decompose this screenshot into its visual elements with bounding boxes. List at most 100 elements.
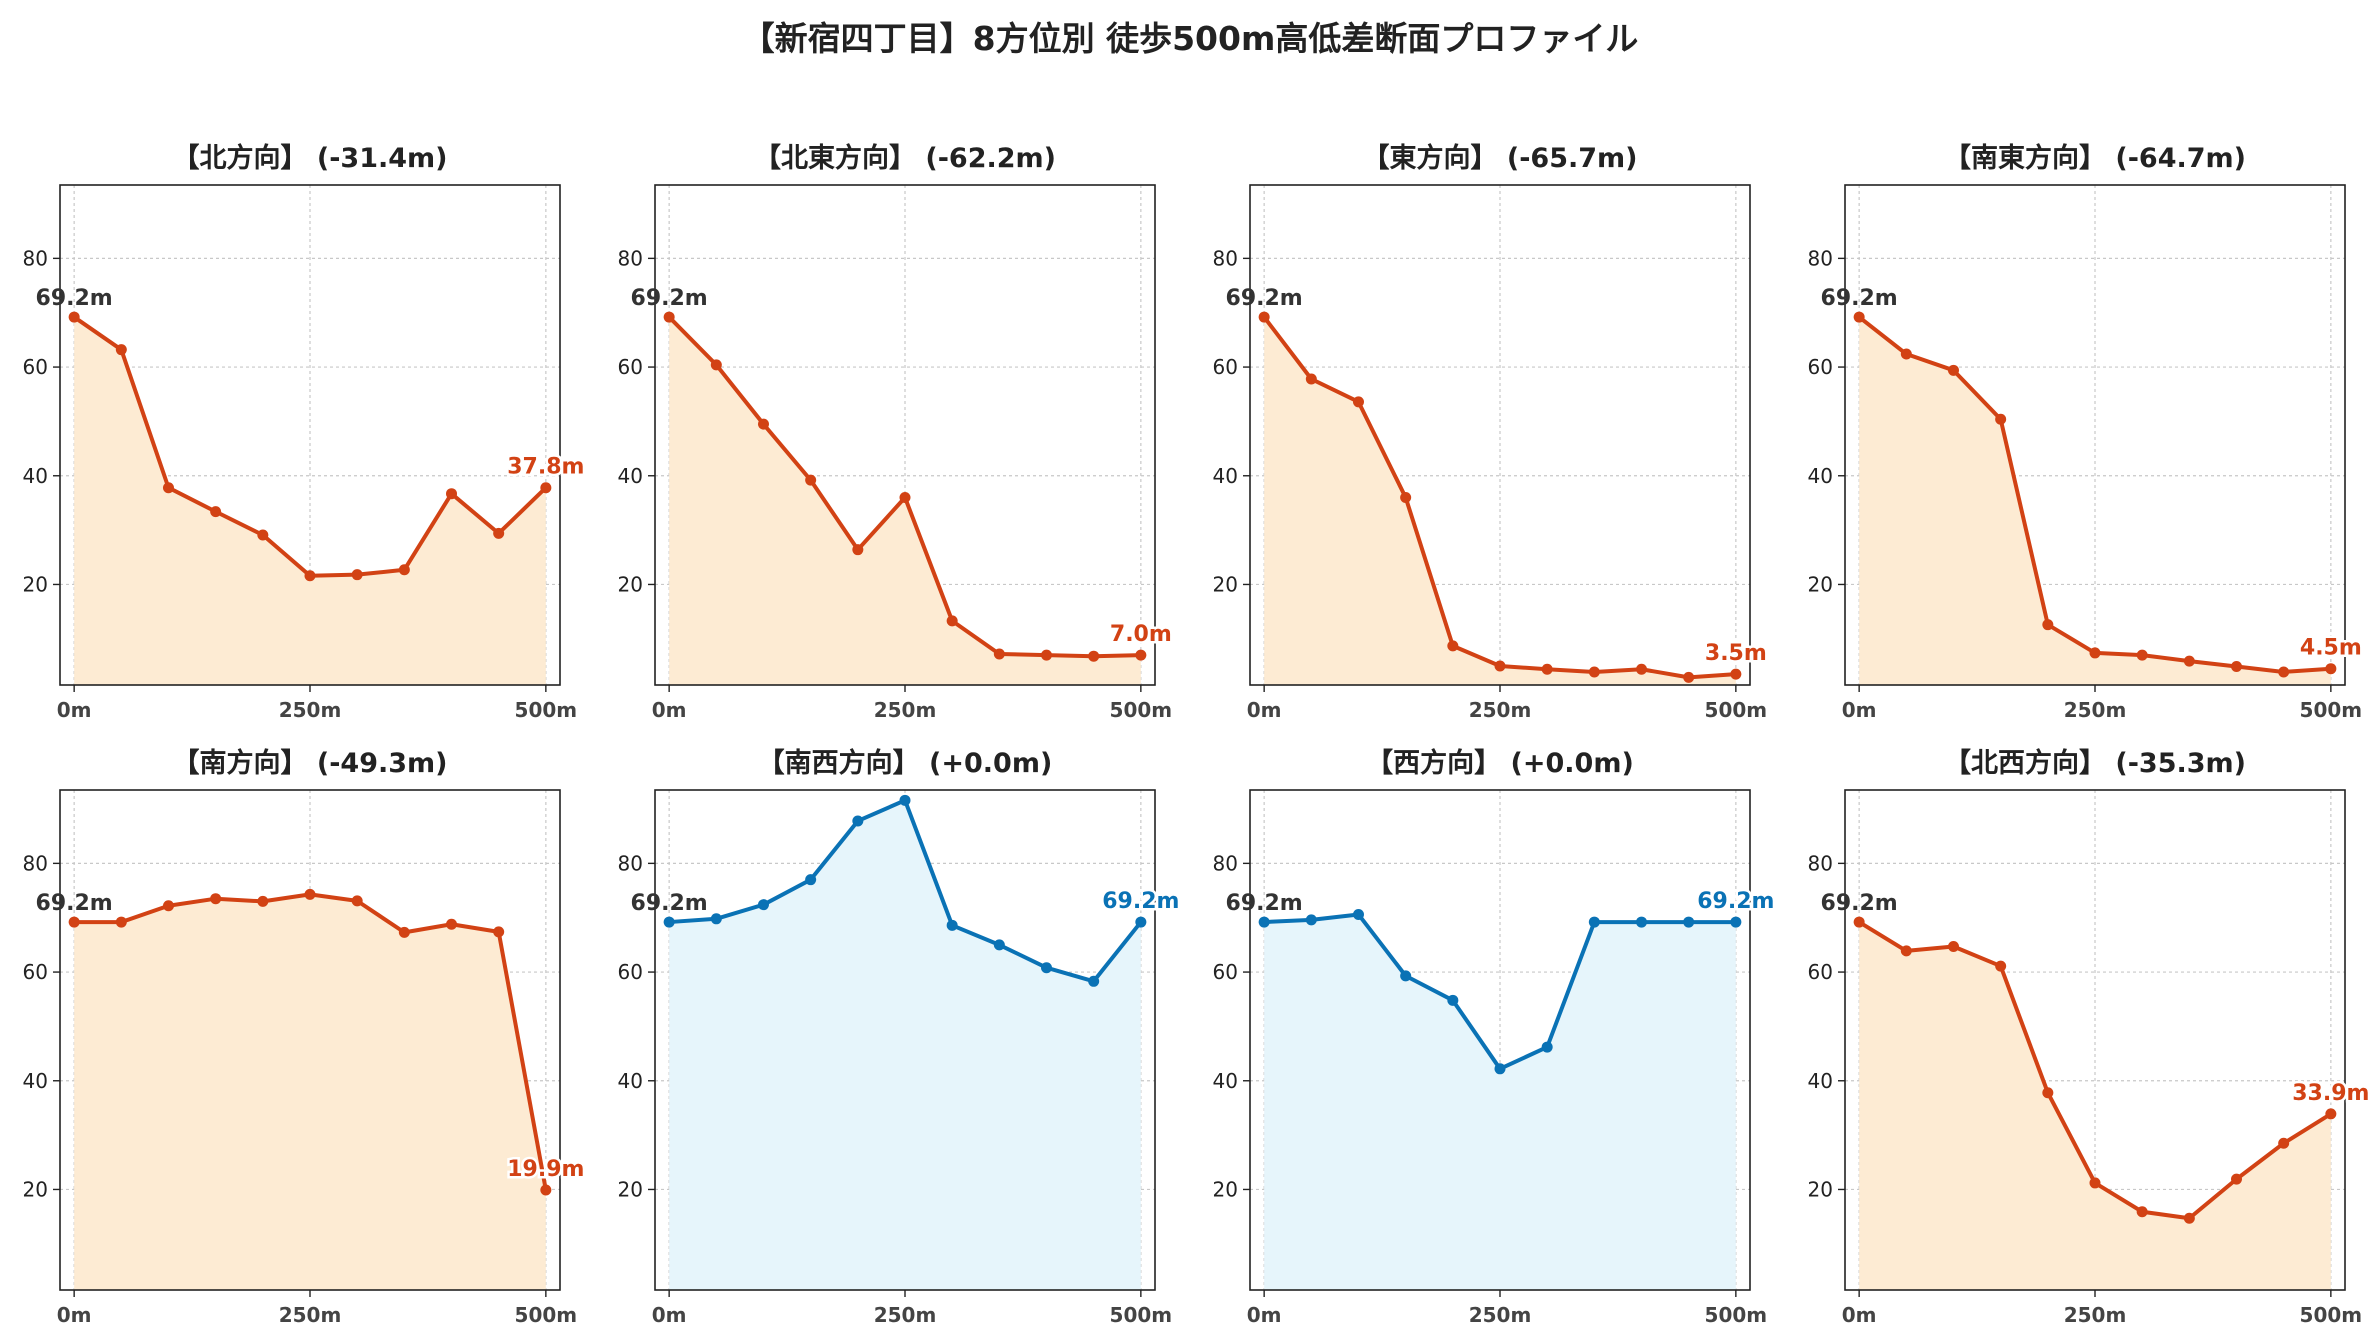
data-point	[1305, 373, 1317, 385]
y-tick-label: 60	[23, 355, 48, 379]
subplot-title: 【南西方向】 (+0.0m)	[758, 747, 1053, 779]
y-tick-label: 60	[1213, 960, 1238, 984]
elevation-area	[1264, 914, 1736, 1290]
x-tick-label: 0m	[1842, 698, 1877, 722]
y-tick-label: 80	[618, 246, 643, 270]
x-tick-label: 250m	[874, 698, 937, 722]
data-point	[757, 418, 769, 430]
data-point	[1088, 975, 1100, 987]
end-elevation-label: 19.9m	[507, 1157, 584, 1182]
data-point	[2231, 1173, 2243, 1185]
end-elevation-label: 69.2m	[1697, 889, 1774, 914]
y-tick-label: 80	[618, 851, 643, 875]
data-point	[993, 648, 1005, 660]
y-tick-label: 60	[618, 960, 643, 984]
figure-title: 【新宿四丁目】8方位別 徒歩500m高低差断面プロファイル	[741, 19, 1639, 58]
x-tick-label: 250m	[279, 1303, 342, 1327]
data-point	[162, 482, 174, 494]
y-tick-label: 40	[23, 464, 48, 488]
subplot-7: 【西方向】 (+0.0m) 20 40 60 80 0m 250m 500m 69.2m 69.2…	[1213, 747, 1777, 1327]
y-tick-label: 20	[1808, 572, 1833, 596]
y-tick-label: 60	[23, 960, 48, 984]
start-elevation-label: 69.2m	[1226, 286, 1303, 311]
subplot-2: 【北東方向】 (-62.2m) 20 40 60 80 0m 250m 500m 69.2m 7.…	[618, 142, 1175, 722]
data-point	[993, 939, 1005, 951]
data-point	[446, 918, 458, 930]
y-tick-label: 60	[1213, 355, 1238, 379]
elevation-area	[1859, 922, 2331, 1290]
data-point	[257, 895, 269, 907]
data-point	[257, 529, 269, 541]
data-point	[1258, 311, 1270, 323]
data-point	[1041, 649, 1053, 661]
data-point	[304, 570, 316, 582]
data-point	[2325, 663, 2337, 675]
y-tick-label: 20	[1213, 1177, 1238, 1201]
data-point	[1494, 1063, 1506, 1075]
data-point	[540, 482, 552, 494]
data-point	[115, 344, 127, 356]
subplot-title: 【北方向】 (-31.4m)	[172, 142, 447, 174]
start-elevation-label: 69.2m	[36, 891, 113, 916]
end-elevation-label: 3.5m	[1705, 641, 1767, 666]
y-tick-label: 80	[1808, 851, 1833, 875]
data-point	[1088, 650, 1100, 662]
data-point	[1995, 413, 2007, 425]
x-tick-label: 250m	[874, 1303, 937, 1327]
data-point	[351, 895, 363, 907]
data-point	[1900, 945, 1912, 957]
data-point	[1400, 970, 1412, 982]
data-point	[1853, 311, 1865, 323]
y-tick-label: 40	[1808, 464, 1833, 488]
start-elevation-label: 69.2m	[1226, 891, 1303, 916]
data-point	[2325, 1108, 2337, 1120]
data-point	[446, 488, 458, 500]
subplot-8: 【北西方向】 (-35.3m) 20 40 60 80 0m 250m 500m 69.2m 33…	[1808, 747, 2372, 1327]
start-elevation-label: 69.2m	[1821, 286, 1898, 311]
data-point	[663, 916, 675, 928]
subplot-title: 【南東方向】 (-64.7m)	[1944, 142, 2246, 174]
data-point	[1636, 663, 1648, 675]
elevation-area	[74, 317, 546, 685]
data-point	[1947, 941, 1959, 953]
data-point	[304, 888, 316, 900]
data-point	[210, 506, 222, 518]
data-point	[1447, 640, 1459, 652]
data-point	[68, 916, 80, 928]
y-tick-label: 40	[618, 1069, 643, 1093]
data-point	[1588, 916, 1600, 928]
data-point	[1853, 916, 1865, 928]
data-point	[805, 874, 817, 886]
x-tick-label: 0m	[1247, 698, 1282, 722]
data-point	[2278, 666, 2290, 678]
data-point	[493, 527, 505, 539]
data-point	[2089, 1177, 2101, 1189]
data-point	[663, 311, 675, 323]
start-elevation-label: 69.2m	[1821, 891, 1898, 916]
y-tick-label: 80	[1213, 851, 1238, 875]
data-point	[946, 615, 958, 627]
data-point	[2231, 661, 2243, 673]
y-tick-label: 40	[1213, 1069, 1238, 1093]
data-point	[710, 359, 722, 371]
data-point	[1447, 994, 1459, 1006]
data-point	[2183, 655, 2195, 667]
y-tick-label: 80	[1213, 246, 1238, 270]
x-tick-label: 250m	[1469, 698, 1532, 722]
y-tick-label: 20	[1213, 572, 1238, 596]
data-point	[852, 815, 864, 827]
end-elevation-label: 37.8m	[507, 455, 584, 480]
x-tick-label: 500m	[1110, 698, 1173, 722]
data-point	[1900, 348, 1912, 360]
start-elevation-label: 69.2m	[36, 286, 113, 311]
x-tick-label: 500m	[1705, 698, 1768, 722]
data-point	[351, 569, 363, 581]
data-point	[852, 544, 864, 556]
data-point	[946, 919, 958, 931]
data-point	[1730, 668, 1742, 680]
subplot-title: 【西方向】 (+0.0m)	[1366, 747, 1634, 779]
data-point	[2136, 1206, 2148, 1218]
end-elevation-label: 69.2m	[1102, 889, 1179, 914]
data-point	[1305, 914, 1317, 926]
x-tick-label: 500m	[2300, 698, 2363, 722]
